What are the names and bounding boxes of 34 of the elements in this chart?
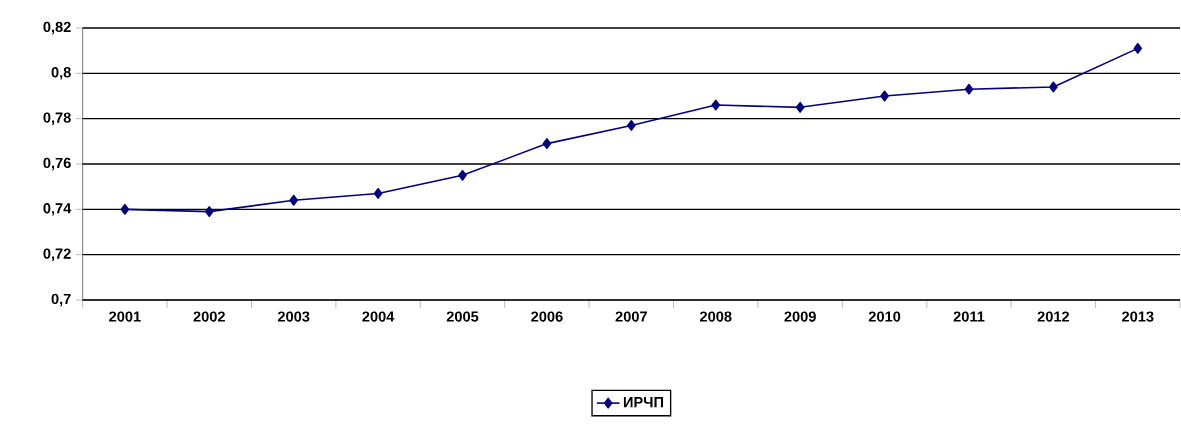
point xyxy=(964,83,974,95)
point xyxy=(204,206,214,218)
x-tick-label: 2005 xyxy=(446,311,479,322)
x-tick-label: 2003 xyxy=(277,311,310,322)
x-tick-label: 2009 xyxy=(784,311,816,322)
point xyxy=(542,138,552,150)
point xyxy=(289,194,298,206)
x-tick-label: 2011 xyxy=(953,311,985,322)
x-tick-label: 2007 xyxy=(615,311,647,322)
y-tick-label: 0,7 xyxy=(51,293,71,307)
x-tick-label: 2001 xyxy=(109,311,141,322)
point xyxy=(795,101,805,113)
point xyxy=(711,99,721,111)
point xyxy=(458,169,467,181)
y-tick-label: 0,72 xyxy=(43,248,71,261)
x-tick-label: 2008 xyxy=(700,311,732,322)
y-tick-label: 0,78 xyxy=(43,112,71,125)
x-tick-label: 2006 xyxy=(531,311,563,322)
point xyxy=(880,90,889,102)
x-tick-label: 2004 xyxy=(362,311,395,322)
y-tick-label: 0,82 xyxy=(43,21,71,35)
point xyxy=(373,188,383,199)
x-tick-label: 2012 xyxy=(1037,311,1070,322)
x-tick-label: 2010 xyxy=(868,311,901,322)
legend-label: ИРЧП xyxy=(623,397,664,408)
point xyxy=(1133,42,1143,54)
y-tick-label: 0,8 xyxy=(51,67,71,80)
point xyxy=(120,203,130,215)
x-tick-label: 2013 xyxy=(1122,311,1154,322)
y-tick-label: 0,74 xyxy=(43,203,72,216)
x-tick-label: 2002 xyxy=(193,311,225,322)
point xyxy=(1049,81,1058,93)
point xyxy=(627,120,636,131)
y-tick-label: 0,76 xyxy=(43,157,71,171)
